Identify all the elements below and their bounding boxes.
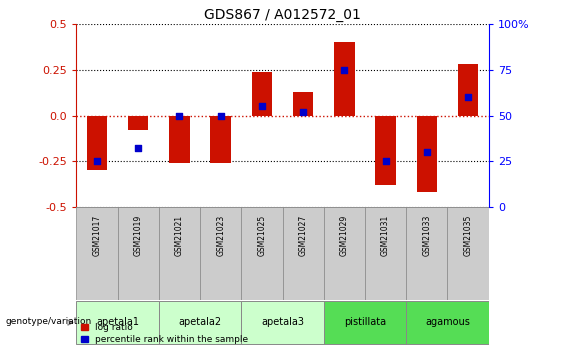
Bar <box>128 116 149 130</box>
Point <box>340 67 349 72</box>
Point <box>299 109 308 115</box>
Text: GSM21027: GSM21027 <box>299 215 307 256</box>
Bar <box>282 207 324 300</box>
Legend: log ratio, percentile rank within the sample: log ratio, percentile rank within the sa… <box>81 323 249 344</box>
Title: GDS867 / A012572_01: GDS867 / A012572_01 <box>204 8 361 22</box>
Text: apetala3: apetala3 <box>261 317 304 327</box>
Bar <box>200 207 241 300</box>
Bar <box>241 301 324 344</box>
Point <box>464 95 473 100</box>
Text: genotype/variation: genotype/variation <box>6 317 92 326</box>
Bar <box>159 207 200 300</box>
Bar <box>210 116 231 163</box>
Bar <box>118 207 159 300</box>
Bar <box>159 301 241 344</box>
Bar <box>76 207 118 300</box>
Bar <box>365 207 406 300</box>
Point <box>381 159 390 164</box>
Text: GSM21031: GSM21031 <box>381 215 390 256</box>
Text: GSM21029: GSM21029 <box>340 215 349 256</box>
Point <box>93 159 102 164</box>
Bar <box>406 301 489 344</box>
Text: GSM21023: GSM21023 <box>216 215 225 256</box>
Bar <box>458 65 479 116</box>
Bar <box>241 207 282 300</box>
Bar <box>251 72 272 116</box>
Bar <box>447 207 489 300</box>
Bar <box>416 116 437 193</box>
Bar <box>76 301 159 344</box>
Text: agamous: agamous <box>425 317 470 327</box>
Point <box>423 149 432 155</box>
Point <box>134 146 142 151</box>
Point <box>175 113 184 118</box>
Bar <box>324 301 406 344</box>
Point <box>258 104 267 109</box>
Bar <box>169 116 190 163</box>
Bar <box>86 116 107 170</box>
Bar <box>334 42 355 116</box>
Bar <box>375 116 396 185</box>
Text: GSM21021: GSM21021 <box>175 215 184 256</box>
Bar <box>293 92 314 116</box>
Bar <box>324 207 365 300</box>
Text: GSM21033: GSM21033 <box>423 215 431 256</box>
Text: GSM21019: GSM21019 <box>134 215 142 256</box>
Text: GSM21017: GSM21017 <box>93 215 101 256</box>
Text: GSM21025: GSM21025 <box>258 215 266 256</box>
Text: apetala2: apetala2 <box>179 317 221 327</box>
Text: apetala1: apetala1 <box>96 317 139 327</box>
Text: pistillata: pistillata <box>344 317 386 327</box>
Point <box>216 113 225 118</box>
Bar <box>406 207 447 300</box>
Text: GSM21035: GSM21035 <box>464 215 472 256</box>
